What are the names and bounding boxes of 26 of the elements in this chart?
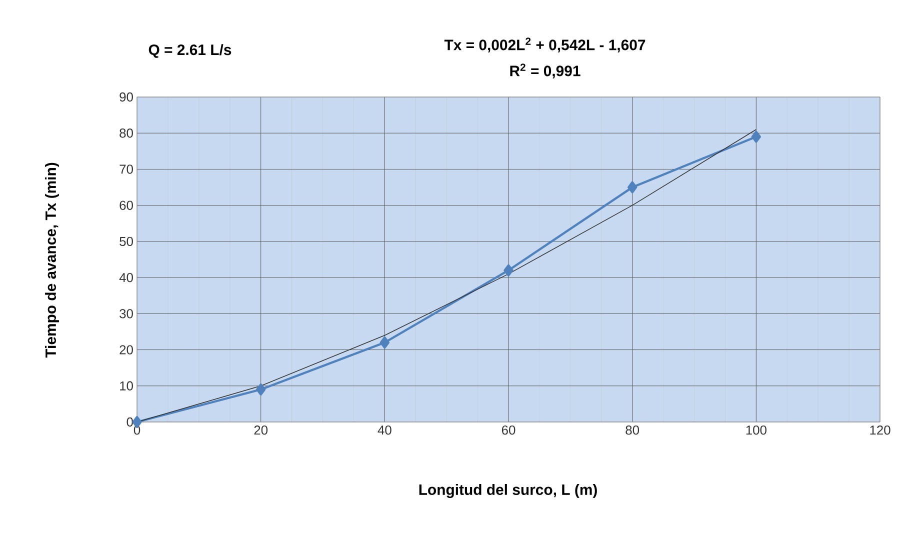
y-tick-label: 10 xyxy=(120,381,133,390)
text: Q = 2.61 L/s xyxy=(148,44,232,58)
x-tick-label: 80 xyxy=(626,426,640,435)
x-tick-label: 120 xyxy=(870,426,890,435)
y-tick-label: 20 xyxy=(120,345,133,354)
y-tick-label: 0 xyxy=(126,417,133,427)
y-tick-label: 30 xyxy=(120,309,133,318)
point xyxy=(751,130,762,143)
x-tick-label: 40 xyxy=(378,426,392,435)
y-tick-label: 60 xyxy=(120,200,133,210)
point xyxy=(628,181,638,194)
point xyxy=(380,336,390,349)
text: Tx = 0,002L$^{2}$ + 0,542L - 1,607 xyxy=(444,38,646,52)
x-tick-label: 20 xyxy=(254,426,268,435)
point xyxy=(256,383,266,396)
x-tick-label: 60 xyxy=(502,426,516,435)
y-tick-label: 80 xyxy=(120,128,133,138)
text: R$^{2}$ = 0,991 xyxy=(510,64,580,78)
y-axis-title: Tiempo de avance, Tx (min) xyxy=(45,162,59,358)
x-tick-label: 100 xyxy=(746,426,766,435)
y-tick-label: 90 xyxy=(120,92,133,102)
point xyxy=(504,264,514,276)
x-axis-title: Longitud del surco, L (m) xyxy=(419,484,597,498)
y-tick-label: 50 xyxy=(120,236,133,246)
y-tick-label: 40 xyxy=(119,272,133,282)
y-tick-label: 70 xyxy=(120,164,133,174)
